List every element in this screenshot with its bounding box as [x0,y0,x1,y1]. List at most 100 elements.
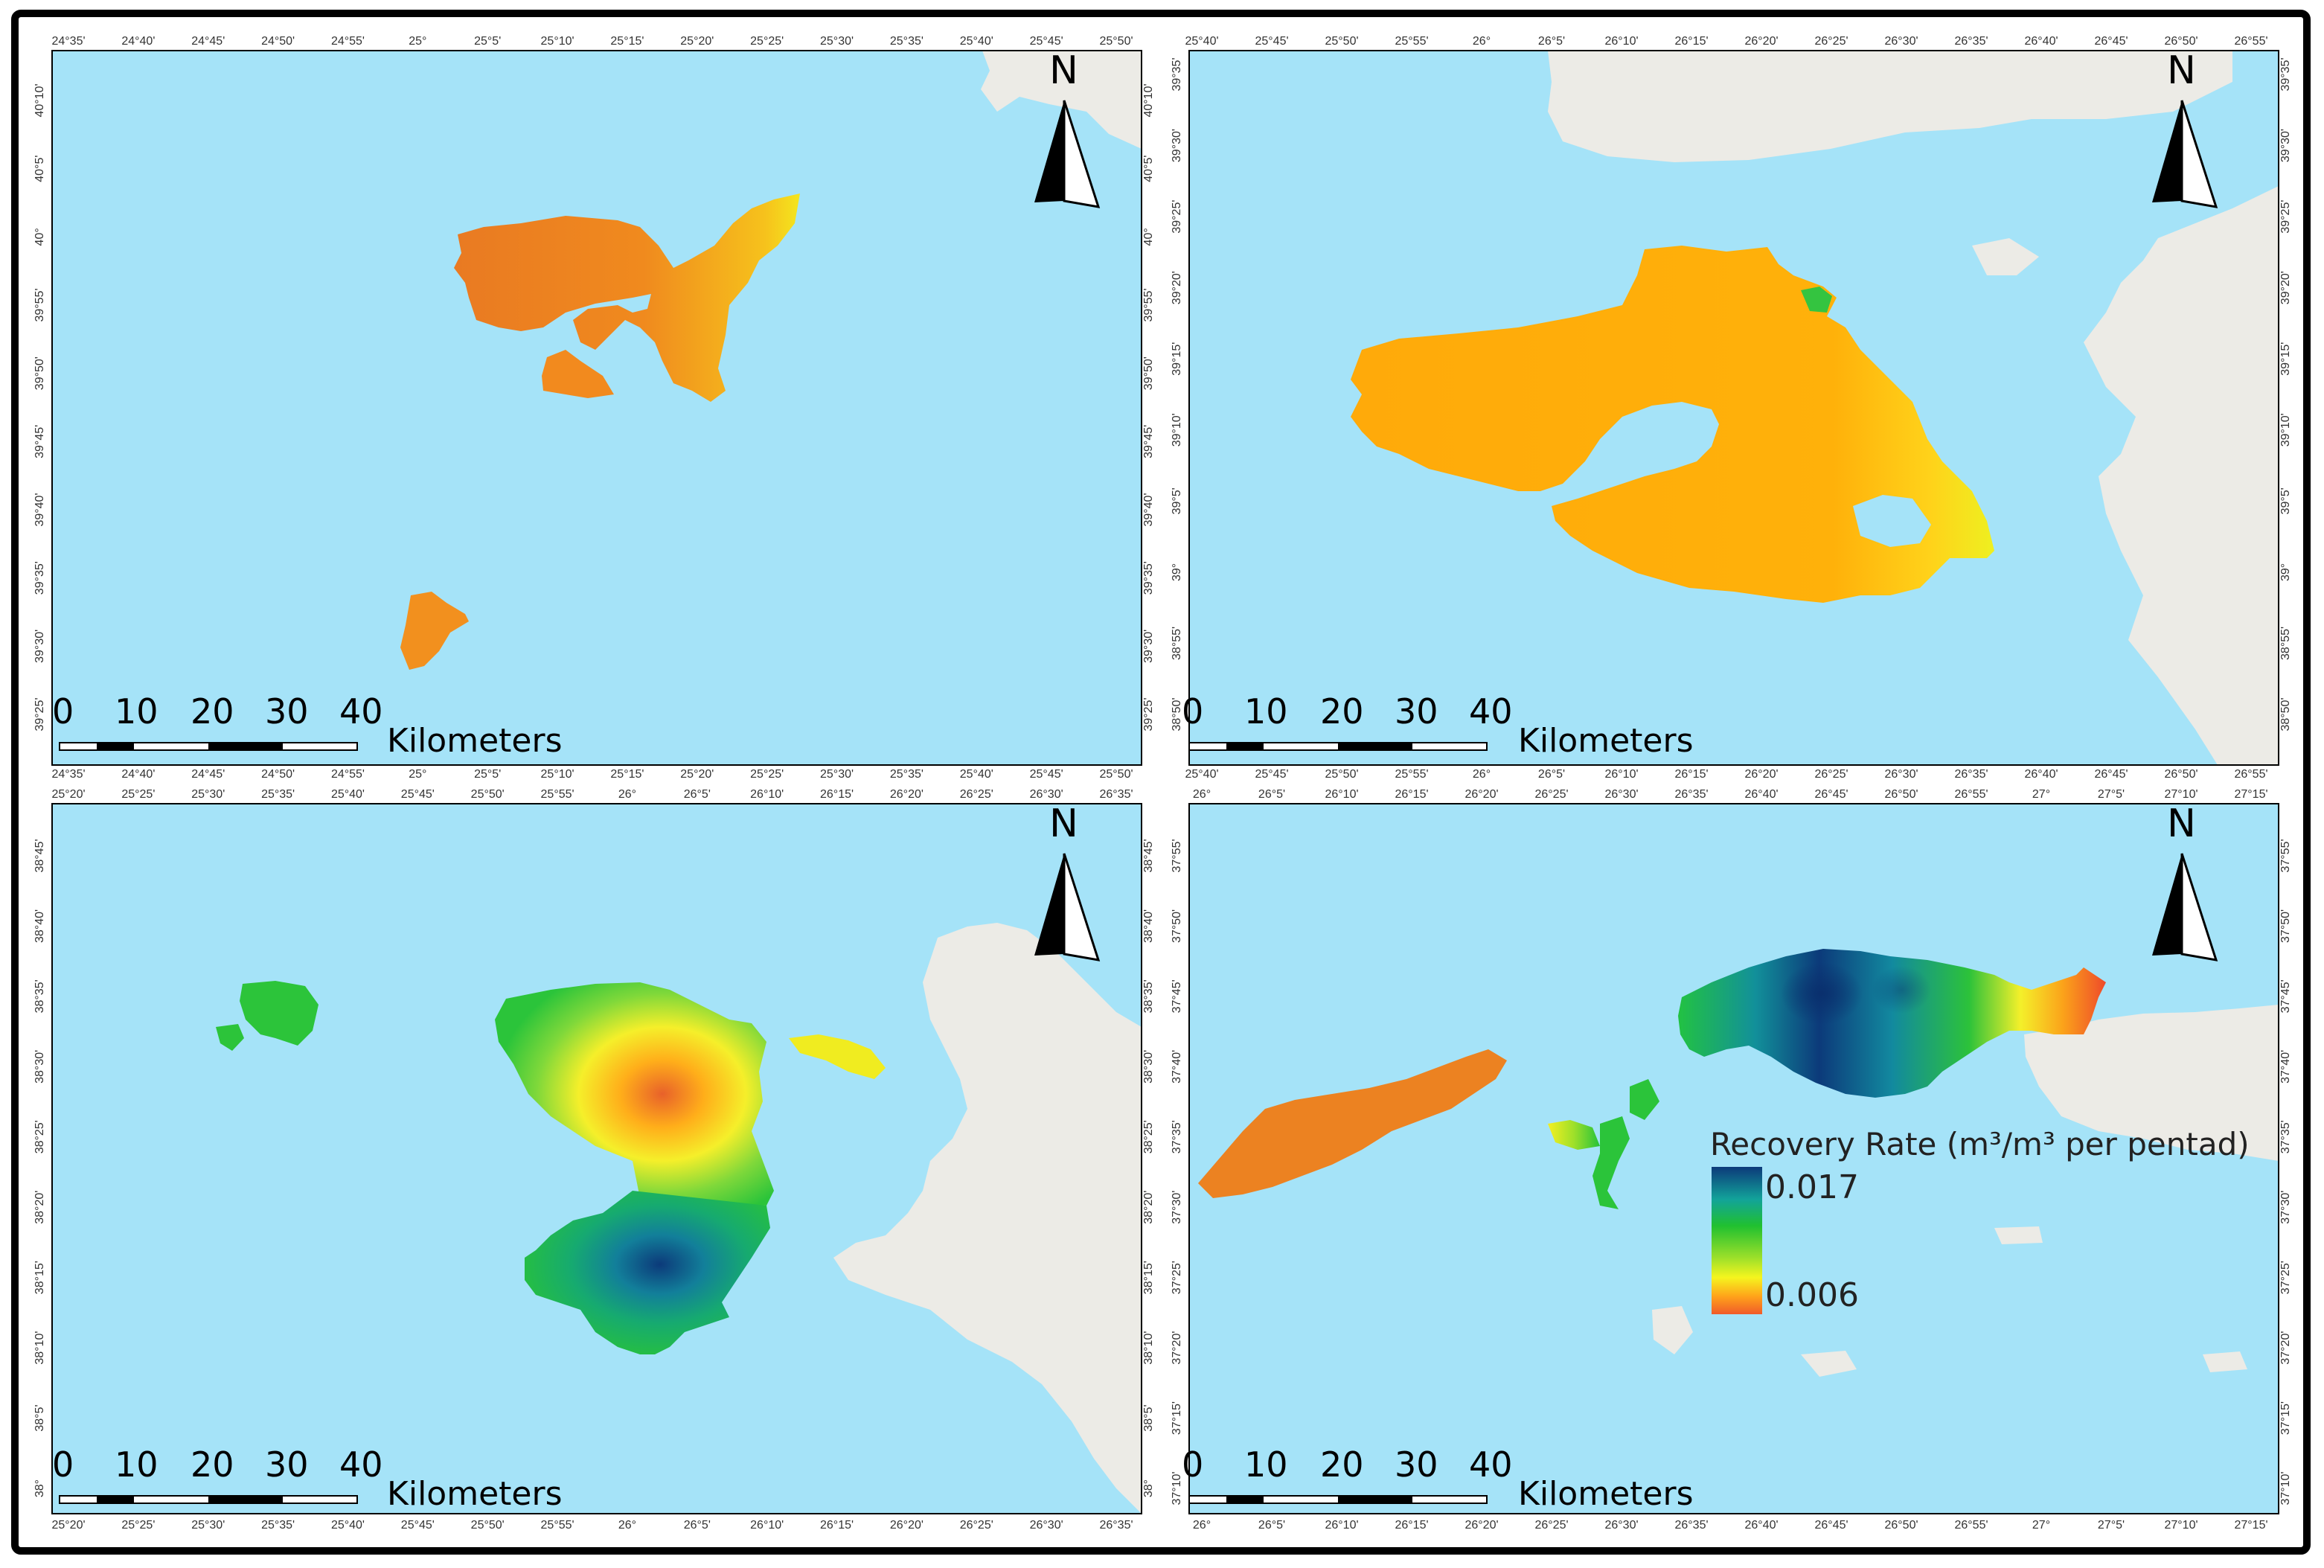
island-small-1 [1652,1306,1693,1354]
coordinate-tick-label: 37°20' [1171,1331,1183,1365]
coordinate-tick-label: 26°40' [2024,35,2058,48]
bottom-ticks: 25°40' 25°45' 25°50' 25°55' 26° 26°5' 26°10' 26… [1185,768,2267,781]
svg-text:30: 30 [265,1444,309,1485]
svg-text:0: 0 [52,691,74,732]
island-small-2 [1994,1226,2043,1244]
coordinate-tick-label: 25°25' [750,768,784,781]
coordinate-tick-label: 38°50' [1171,697,1183,731]
coordinate-tick-label: 26°20' [1464,788,1498,801]
scale-bar: 0 10 20 30 40 Kilometers [1182,1444,1694,1513]
coordinate-tick-label: 26°5' [1538,35,1565,48]
left-ticks: 38°45' 38°40' 38°35' 38°30' 38°25' 38°20' 38°1… [33,839,46,1497]
left-ticks: 39°35' 39°30' 39°25' 39°20' 39°15' 39°10' 39°5… [1171,57,1183,731]
svg-text:40: 40 [339,691,383,732]
coordinate-tick-label: 26°55' [1954,788,1988,801]
coordinate-tick-label: 39°50' [33,356,46,390]
coordinate-tick-label: 26°55' [2234,768,2267,781]
coordinate-tick-label: 40°5' [1142,156,1155,182]
coordinate-tick-label: 24°35' [51,35,85,48]
coordinate-tick-label: 25°25' [750,35,784,48]
coordinate-tick-label: 37°35' [1171,1120,1183,1153]
coordinate-tick-label: 27°10' [2164,788,2197,801]
coordinate-tick-label: 38°45' [1142,839,1155,872]
coordinate-tick-label: 37°45' [1171,979,1183,1013]
scale-bar: 0 10 20 30 40 Kilometers [52,1444,563,1513]
coordinate-tick-label: 26°35' [1099,1519,1133,1532]
coordinate-tick-label: 26°15' [820,1519,854,1532]
coordinate-tick-label: 26°5' [684,788,711,801]
coordinate-tick-label: 26°25' [1534,1519,1568,1532]
coordinate-tick-label: 25°40' [1185,35,1218,48]
svg-text:40: 40 [339,1444,383,1485]
coordinate-tick-label: 40°5' [33,156,46,182]
coordinate-tick-label: 24°45' [191,35,225,48]
coordinate-tick-label: 39°5' [2279,487,2292,514]
coordinate-tick-label: 39°45' [33,425,46,458]
coordinate-tick-label: 24°50' [261,35,295,48]
coordinate-tick-label: 24°50' [261,768,295,781]
coordinate-tick-label: 37°20' [2279,1331,2292,1365]
coordinate-tick-label: 39°45' [1142,425,1155,458]
coordinate-tick-label: 27°5' [2098,1519,2125,1532]
svg-text:10: 10 [1244,691,1288,732]
coordinate-tick-label: 26°20' [1464,1519,1498,1532]
coordinate-tick-label: 27°5' [2098,788,2125,801]
coordinate-tick-label: 38°10' [33,1331,46,1365]
north-arrow: N [2152,801,2218,961]
coordinate-tick-label: 26°10' [1325,1519,1358,1532]
svg-text:20: 20 [1320,691,1364,732]
coordinate-tick-label: 26°50' [1884,1519,1918,1532]
coordinate-tick-label: 25°35' [261,1519,295,1532]
coordinate-tick-label: 25°20' [680,35,714,48]
island-lesbos [1351,246,1994,603]
coordinate-tick-label: 39°15' [1171,342,1183,376]
svg-text:40: 40 [1469,1444,1513,1485]
coordinate-tick-label: 26° [618,788,636,801]
island-ikaria [1198,1049,1507,1198]
coordinate-tick-label: 26°25' [960,1519,993,1532]
panel-top-left: 24°35' 24°40' 24°45' 24°50' 24°55' 25° 25°5' 25… [33,35,1155,781]
island-small-4 [2203,1351,2247,1372]
island-chios-south [525,1191,770,1354]
svg-text:20: 20 [191,691,234,732]
coordinate-tick-label: 25°20' [51,788,85,801]
svg-text:10: 10 [115,1444,159,1485]
coordinate-tick-label: 37°25' [1171,1261,1183,1294]
coordinate-tick-label: 26° [1193,788,1211,801]
coordinate-tick-label: 38°30' [33,1050,46,1084]
island-small [1972,238,2039,275]
coordinate-tick-label: 25°20' [51,1519,85,1532]
panel-bottom-right: 26° 26°5' 26°10' 26°15' 26°20' 26°25' 26°30' 26… [1171,788,2292,1532]
land-north-coast [1548,51,2232,162]
coordinate-tick-label: 26°45' [1814,788,1848,801]
coordinate-tick-label: 26°10' [750,1519,784,1532]
samos-low-spot-2 [1872,966,1931,1014]
lesbos-tip [1801,287,1832,313]
coordinate-tick-label: 26° [618,1519,636,1532]
sea [52,51,1142,765]
coordinate-tick-label: 39°20' [1171,271,1183,304]
coordinate-tick-label: 39°10' [2279,413,2292,447]
coordinate-tick-label: 39°30' [33,630,46,663]
island-lemnos-south [542,350,614,398]
coordinate-tick-label: 25°35' [890,768,923,781]
north-arrow: N [1034,801,1101,961]
svg-text:Kilometers: Kilometers [387,1475,563,1513]
right-ticks: 40°10' 40°5' 40° 39°55' 39°50' 39°45' 39°40' 39… [1142,83,1155,731]
coordinate-tick-label: 38°40' [33,909,46,943]
land-anatolia [2084,186,2279,765]
svg-text:Kilometers: Kilometers [387,722,563,760]
coordinate-tick-label: 26°25' [1814,768,1848,781]
bottom-ticks: 26° 26°5' 26°10' 26°15' 26°20' 26°25' 26°30' 26… [1193,1519,2268,1532]
coordinate-tick-label: 26°30' [1884,35,1918,48]
coordinate-tick-label: 26°15' [1674,35,1708,48]
coordinate-tick-label: 40°10' [33,83,46,117]
coordinate-tick-label: 25°5' [474,768,501,781]
panel-bottom-left: 25°20' 25°25' 25°30' 25°35' 25°40' 25°45' 25°5… [33,788,1155,1532]
svg-text:0: 0 [1182,1444,1203,1485]
island-small-3 [1801,1351,1857,1377]
coordinate-tick-label: 38°15' [1142,1261,1155,1294]
island-fourni-3 [1630,1079,1659,1120]
coordinate-tick-label: 25°45' [1255,768,1288,781]
